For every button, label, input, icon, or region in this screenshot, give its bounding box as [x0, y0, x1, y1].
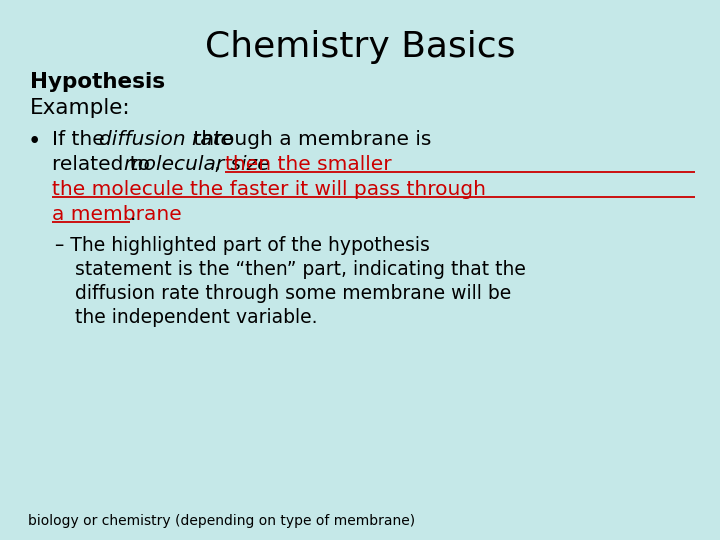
Text: •: •: [28, 130, 41, 153]
Text: .: .: [130, 205, 136, 224]
Text: ,: ,: [214, 155, 227, 174]
Text: a membrane: a membrane: [52, 205, 181, 224]
Text: Example:: Example:: [30, 98, 130, 118]
Text: related to: related to: [52, 155, 156, 174]
Text: molecular size: molecular size: [124, 155, 269, 174]
Text: statement is the “then” part, indicating that the: statement is the “then” part, indicating…: [75, 260, 526, 279]
Text: the independent variable.: the independent variable.: [75, 308, 318, 327]
Text: diffusion rate: diffusion rate: [99, 130, 233, 149]
Text: Chemistry Basics: Chemistry Basics: [204, 30, 516, 64]
Text: Hypothesis: Hypothesis: [30, 72, 165, 92]
Text: the molecule the faster it will pass through: the molecule the faster it will pass thr…: [52, 180, 486, 199]
Text: through a membrane is: through a membrane is: [187, 130, 431, 149]
Text: biology or chemistry (depending on type of membrane): biology or chemistry (depending on type …: [28, 514, 415, 528]
Text: diffusion rate through some membrane will be: diffusion rate through some membrane wil…: [75, 284, 511, 303]
Text: If the: If the: [52, 130, 111, 149]
Text: then the smaller: then the smaller: [225, 155, 392, 174]
Text: – The highlighted part of the hypothesis: – The highlighted part of the hypothesis: [55, 236, 430, 255]
